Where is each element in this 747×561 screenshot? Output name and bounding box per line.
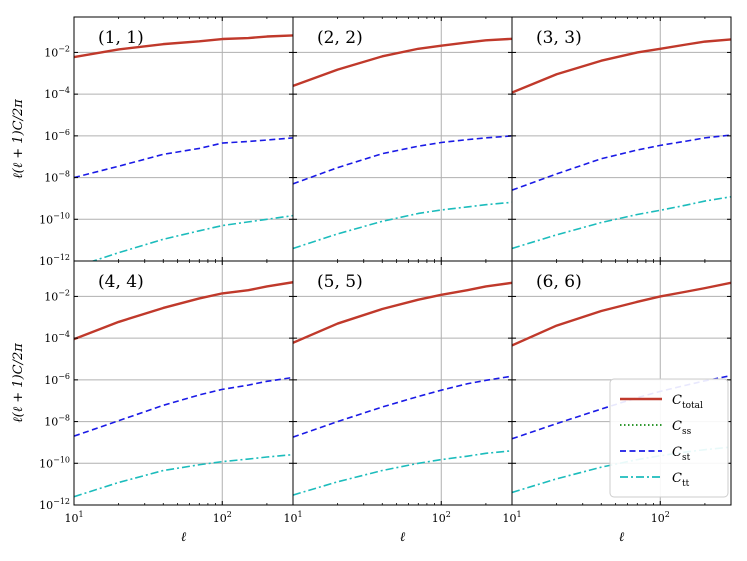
panel-series-group — [74, 281, 293, 498]
panel-frame — [511, 260, 732, 506]
series-line-tt — [293, 201, 512, 250]
x-tick-label: 101 — [64, 510, 83, 525]
frames-layer — [73, 16, 732, 506]
legend-frame — [609, 378, 729, 498]
series-line-st — [512, 134, 731, 191]
panel-series-group — [512, 38, 731, 250]
y-tick-label: 10−4 — [44, 86, 70, 101]
y-tick-label: 10−10 — [39, 455, 70, 470]
series-line-tt — [512, 195, 731, 250]
x-tick-label: 102 — [651, 510, 670, 525]
y-axis-label: ℓ(ℓ + 1)C/2π — [11, 343, 26, 423]
series-line-total — [512, 38, 731, 94]
series-line-total — [293, 37, 512, 87]
x-tick-label: 101 — [283, 510, 302, 525]
series-line-tt — [74, 453, 293, 498]
y-tick-label: 10−2 — [44, 44, 70, 59]
y-tick-label: 10−6 — [44, 128, 70, 143]
panel-label: (2, 2) — [317, 28, 363, 48]
y-tick-label: 10−12 — [39, 253, 70, 268]
panel-label: (6, 6) — [536, 272, 582, 292]
panel-series-group — [293, 37, 512, 250]
panel-label: (3, 3) — [536, 28, 582, 48]
y-tick-label: 10−8 — [44, 170, 70, 185]
series-line-tt — [293, 449, 512, 496]
panel-label: (4, 4) — [98, 272, 144, 292]
y-tick-label: 10−6 — [44, 372, 70, 387]
x-tick-label: 102 — [213, 510, 232, 525]
legend: Ctotal Css Cst Ctt — [609, 378, 729, 498]
series-line-total — [74, 34, 293, 59]
series-line-total — [293, 281, 512, 344]
series-line-st — [293, 135, 512, 185]
panel-series-group — [74, 34, 293, 261]
legend-label-tt: Ctt — [672, 471, 690, 489]
panel-series-group — [293, 281, 512, 496]
panel-frame — [292, 260, 513, 506]
series-line-total — [512, 281, 731, 347]
series-line-ss — [512, 282, 731, 347]
series-line-st — [293, 375, 512, 438]
y-tick-label: 10−2 — [44, 288, 70, 303]
legend-label-ss: Css — [672, 419, 692, 437]
text-layer: (1, 1) 10−12 10−10 10−8 10−6 10−4 10−2 ℓ(ℓ + 1)… — [11, 28, 670, 545]
legend-label-st: Cst — [672, 445, 691, 463]
x-axis-label: ℓ — [619, 530, 625, 545]
y-tick-label: 10−12 — [39, 497, 70, 512]
x-tick-label: 101 — [502, 510, 521, 525]
legend-label-total: Ctotal — [672, 393, 703, 411]
series-line-total — [74, 281, 293, 341]
series-layer — [74, 34, 731, 498]
series-line-tt — [90, 214, 293, 261]
y-tick-label: 10−8 — [44, 414, 70, 429]
x-axis-label: ℓ — [400, 530, 406, 545]
panel-frame — [73, 16, 294, 262]
series-line-st — [74, 137, 293, 179]
x-tick-label: 102 — [432, 510, 451, 525]
panel-label: (5, 5) — [317, 272, 363, 292]
panel-label: (1, 1) — [98, 28, 144, 48]
y-tick-label: 10−10 — [39, 211, 70, 226]
x-axis-label: ℓ — [181, 530, 187, 545]
series-line-st — [74, 376, 293, 437]
y-tick-label: 10−4 — [44, 330, 70, 345]
y-axis-label: ℓ(ℓ + 1)C/2π — [11, 99, 26, 179]
